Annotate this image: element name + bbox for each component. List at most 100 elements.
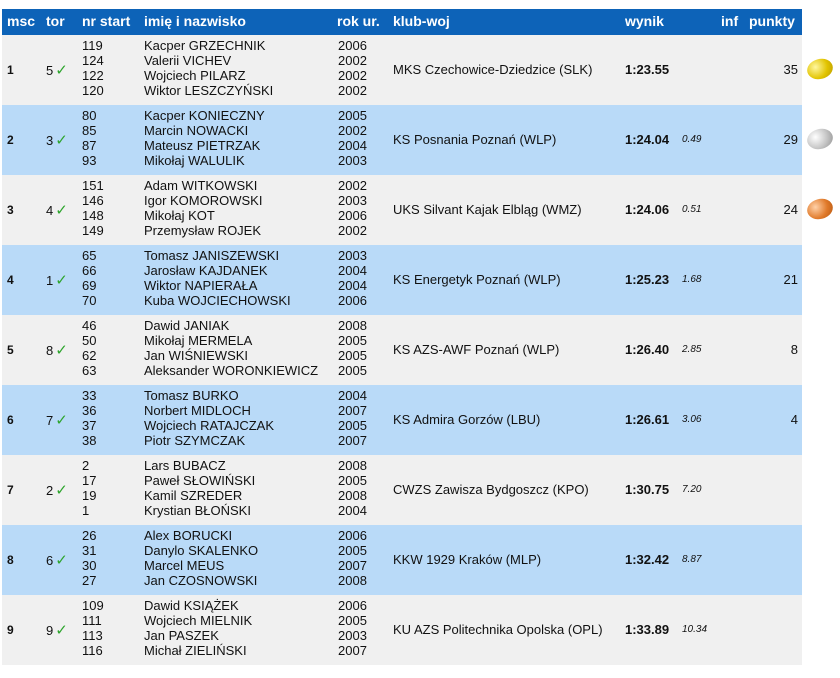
athlete-name: Krystian BŁOŃSKI xyxy=(144,503,251,518)
birth-year: 2002 xyxy=(338,68,367,83)
start-number: 85 xyxy=(82,123,97,138)
check-icon: ✓ xyxy=(55,62,68,79)
start-number: 31 xyxy=(82,543,97,558)
birth-year: 2002 xyxy=(338,178,367,193)
lane-number: 4 xyxy=(46,203,54,218)
start-number: 26 xyxy=(82,528,97,543)
birth-year: 2005 xyxy=(338,543,367,558)
crew-member: 124 Valerii VICHEV 2002 xyxy=(82,53,388,68)
lane-number: 8 xyxy=(46,343,54,358)
crew-list: 33 Tomasz BURKO 2004 36 Norbert MIDLOCH 2007 3… xyxy=(82,388,388,448)
start-number: 17 xyxy=(82,473,97,488)
birth-year: 2004 xyxy=(338,388,367,403)
place-number: 6 xyxy=(7,413,14,427)
start-number: 46 xyxy=(82,318,97,333)
birth-year: 2005 xyxy=(338,108,367,123)
birth-year: 2006 xyxy=(338,293,367,308)
lane-number: 7 xyxy=(46,413,54,428)
lane-cell: 9 ✓ xyxy=(46,621,68,639)
crew-member: 149 Przemysław ROJEK 2002 xyxy=(82,223,388,238)
birth-year: 2002 xyxy=(338,83,367,98)
result-time: 1:30.75 xyxy=(625,482,670,497)
athlete-name: Dawid KSIĄŻEK xyxy=(144,598,239,613)
start-number: 63 xyxy=(82,363,97,378)
birth-year: 2006 xyxy=(338,38,367,53)
club-name: MKS Czechowice-Dziedzice (SLK) xyxy=(393,62,593,77)
result-time: 1:25.23 xyxy=(625,272,670,287)
crew-list: 119 Kacper GRZECHNIK 2006 124 Valerii VICHEV… xyxy=(82,38,388,98)
crew-list: 26 Alex BORUCKI 2006 31 Danylo SKALENKO 2005 3… xyxy=(82,528,388,588)
start-number: 109 xyxy=(82,598,104,613)
athlete-name: Marcin NOWACKI xyxy=(144,123,249,138)
athlete-name: Tomasz JANISZEWSKI xyxy=(144,248,280,263)
crew-list: 46 Dawid JANIAK 2008 50 Mikołaj MERMELA 2005 6… xyxy=(82,318,388,378)
lane-number: 1 xyxy=(46,273,54,288)
start-number: 149 xyxy=(82,223,104,238)
birth-year: 2004 xyxy=(338,278,367,293)
table-row: 9 9 ✓ 109 Dawid KSIĄŻEK 2006 111 Wojciech MIELN… xyxy=(2,595,802,665)
birth-year: 2003 xyxy=(338,628,367,643)
athlete-name: Wiktor NAPIERAŁA xyxy=(144,278,258,293)
crew-member: 70 Kuba WOJCIECHOWSKI 2006 xyxy=(82,293,388,308)
time-difference: 8.87 xyxy=(682,554,702,565)
start-number: 66 xyxy=(82,263,97,278)
start-number: 111 xyxy=(82,613,102,628)
club-name: KS Energetyk Poznań (WLP) xyxy=(393,272,561,287)
gold-medal-icon xyxy=(804,55,836,83)
place-number: 2 xyxy=(7,133,14,147)
birth-year: 2008 xyxy=(338,458,367,473)
birth-year: 2006 xyxy=(338,528,367,543)
crew-member: 148 Mikołaj KOT 2006 xyxy=(82,208,388,223)
time-difference: 0.49 xyxy=(682,134,702,145)
birth-year: 2005 xyxy=(338,333,367,348)
time-difference: 10.34 xyxy=(682,624,708,635)
points: 29 xyxy=(783,132,798,147)
lane-number: 6 xyxy=(46,553,54,568)
table-row: 6 7 ✓ 33 Tomasz BURKO 2004 36 Norbert MIDLOCH 20… xyxy=(2,385,802,455)
time-difference: 3.06 xyxy=(682,414,702,425)
check-icon: ✓ xyxy=(55,482,68,499)
start-number: 122 xyxy=(82,68,104,83)
result-time: 1:24.06 xyxy=(625,202,670,217)
athlete-name: Wiktor LESZCZYŃSKI xyxy=(144,83,274,98)
athlete-name: Jan WIŚNIEWSKI xyxy=(144,348,249,363)
header-msc: msc xyxy=(7,13,36,29)
crew-member: 113 Jan PASZEK 2003 xyxy=(82,628,388,643)
points: 21 xyxy=(783,272,798,287)
result-time: 1:23.55 xyxy=(625,62,670,77)
crew-member: 38 Piotr SZYMCZAK 2007 xyxy=(82,433,388,448)
lane-cell: 1 ✓ xyxy=(46,271,68,289)
crew-member: 93 Mikołaj WALULIK 2003 xyxy=(82,153,388,168)
athlete-name: Aleksander WORONKIEWICZ xyxy=(144,363,319,378)
club-name: KKW 1929 Kraków (MLP) xyxy=(393,552,542,567)
birth-year: 2002 xyxy=(338,53,367,68)
check-icon: ✓ xyxy=(55,552,68,569)
crew-list: 151 Adam WITKOWSKI 2002 146 Igor KOMOROWSKI 2… xyxy=(82,178,388,238)
crew-list: 65 Tomasz JANISZEWSKI 2003 66 Jarosław KAJDA… xyxy=(82,248,388,308)
place-number: 5 xyxy=(7,343,14,357)
athlete-name: Adam WITKOWSKI xyxy=(144,178,258,193)
lane-cell: 4 ✓ xyxy=(46,201,68,219)
crew-member: 111 Wojciech MIELNIK 2005 xyxy=(82,613,388,628)
start-number: 146 xyxy=(82,193,104,208)
table-row: 5 8 ✓ 46 Dawid JANIAK 2008 50 Mikołaj MERMELA 20… xyxy=(2,315,802,385)
header-name: imię i nazwisko xyxy=(144,13,246,29)
check-icon: ✓ xyxy=(55,412,68,429)
time-difference: 1.68 xyxy=(682,274,702,285)
place-number: 1 xyxy=(7,63,14,77)
start-number: 69 xyxy=(82,278,97,293)
crew-member: 63 Aleksander WORONKIEWICZ 2005 xyxy=(82,363,388,378)
club-name: UKS Silvant Kajak Elbląg (WMZ) xyxy=(393,202,582,217)
crew-list: 80 Kacper KONIECZNY 2005 85 Marcin NOWACKI 20… xyxy=(82,108,388,168)
crew-member: 37 Wojciech RATAJCZAK 2005 xyxy=(82,418,388,433)
crew-member: 1 Krystian BŁOŃSKI 2004 xyxy=(82,503,388,518)
athlete-name: Wojciech RATAJCZAK xyxy=(144,418,275,433)
birth-year: 2003 xyxy=(338,153,367,168)
crew-member: 116 Michał ZIELIŃSKI 2007 xyxy=(82,643,388,658)
points: 24 xyxy=(783,202,798,217)
birth-year: 2008 xyxy=(338,318,367,333)
athlete-name: Piotr SZYMCZAK xyxy=(144,433,246,448)
table-body: 1 5 ✓ 119 Kacper GRZECHNIK 2006 124 Valerii VIC… xyxy=(2,35,802,665)
club-name: KS Posnania Poznań (WLP) xyxy=(393,132,557,147)
start-number: 50 xyxy=(82,333,97,348)
